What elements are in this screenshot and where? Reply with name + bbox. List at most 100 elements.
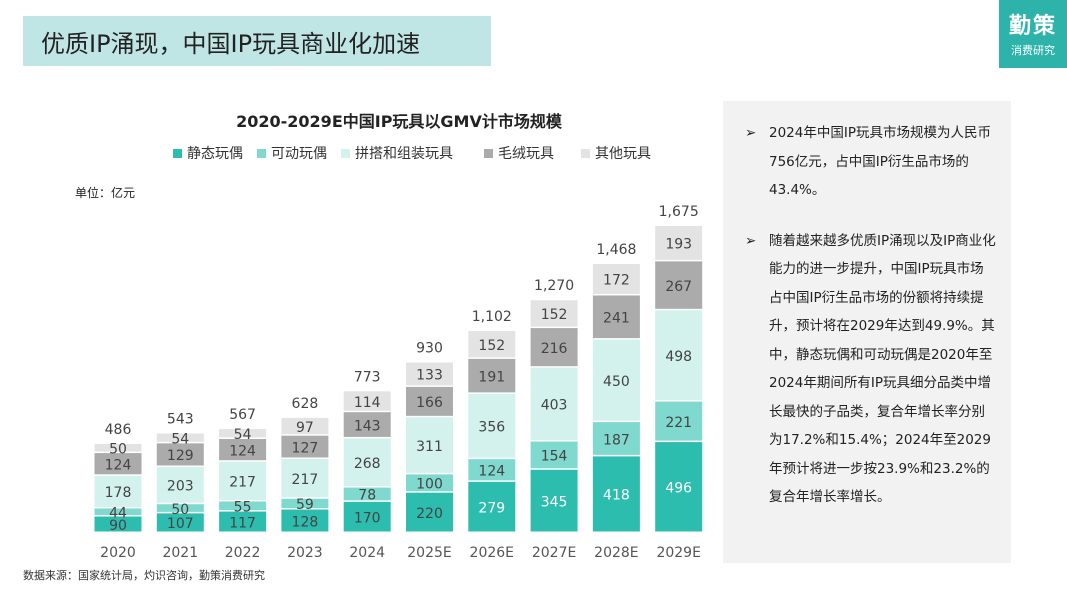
bar-segment — [406, 474, 453, 492]
data-label: 54 — [171, 431, 189, 447]
commentary-panel: ➢ 2024年中国IP玩具市场规模为人民币756亿元，占中国IP衍生品市场的43.… — [723, 101, 1011, 563]
x-tick-label: 2027E — [532, 545, 576, 561]
bar-segment — [343, 391, 391, 411]
logo-line2: 消费研究 — [1011, 44, 1055, 57]
bar-segment — [281, 417, 329, 435]
bar-segment — [592, 263, 640, 294]
data-label: 154 — [541, 449, 568, 465]
data-label: 496 — [665, 481, 692, 497]
bars: 9044178124504862020107502031295454320211… — [94, 204, 703, 561]
legend: 静态玩偶 可动玩偶 拼搭和组装玩具 毛绒玩具 其他玩具 — [173, 146, 651, 162]
bar-segment — [530, 441, 578, 469]
data-label: 345 — [541, 494, 568, 510]
data-label: 193 — [665, 237, 692, 253]
bar-segment — [655, 442, 703, 532]
source-note: 数据来源：国家统计局，灼识咨询，勤策消费研究 — [23, 569, 265, 582]
data-label: 418 — [603, 488, 630, 504]
bar-segment — [281, 509, 329, 532]
bar-segment — [406, 417, 453, 473]
x-tick-label: 2025E — [407, 545, 451, 561]
data-label: 268 — [354, 456, 381, 472]
bar-segment — [94, 508, 142, 516]
data-label: 216 — [541, 341, 568, 357]
total-label: 1,270 — [534, 278, 574, 294]
data-label: 498 — [665, 349, 692, 365]
bar-segment — [156, 433, 204, 442]
data-label: 107 — [167, 516, 194, 532]
data-label: 178 — [105, 485, 132, 501]
bar-segment — [655, 310, 703, 401]
data-label: 97 — [296, 420, 314, 436]
total-label: 1,468 — [596, 242, 636, 258]
data-label: 124 — [105, 457, 132, 473]
bar-segment — [281, 458, 329, 498]
stacked-bar-chart: 2020-2029E中国IP玩具以GMV计市场规模 静态玩偶 可动玩偶 拼搭和组装玩… — [75, 112, 703, 561]
bullet-text: 随着越来越多优质IP涌现以及IP商业化能力的进一步提升，中国IP玩具市场占中国I… — [769, 232, 996, 506]
bullet-2: ➢ 随着越来越多优质IP涌现以及IP商业化能力的进一步提升，中国IP玩具市场占中国… — [745, 227, 997, 512]
bullet-1: ➢ 2024年中国IP玩具市场规模为人民币756亿元，占中国IP衍生品市场的43.… — [745, 119, 997, 205]
data-label: 117 — [229, 515, 256, 531]
legend-label: 其他玩具 — [595, 146, 651, 162]
bar-segment — [406, 492, 453, 532]
total-label: 486 — [105, 422, 132, 438]
data-label: 143 — [354, 418, 381, 434]
bullet-text: 2024年中国IP玩具市场规模为人民币756亿元，占中国IP衍生品市场的43.4… — [769, 125, 991, 198]
legend-label: 可动玩偶 — [271, 146, 327, 162]
bar-segment — [156, 467, 204, 503]
x-tick-label: 2029E — [656, 545, 700, 561]
bar-segment — [343, 412, 391, 437]
logo-line1: 勤策 — [1008, 14, 1057, 39]
data-label: 152 — [541, 307, 568, 323]
data-label: 172 — [603, 273, 630, 289]
data-label: 166 — [416, 395, 443, 411]
total-label: 1,675 — [659, 204, 699, 220]
bar-segment — [343, 487, 391, 501]
arrow-icon: ➢ — [745, 232, 757, 249]
data-label: 59 — [296, 497, 314, 513]
x-tick-label: 2024 — [349, 545, 385, 561]
data-label: 152 — [478, 338, 505, 354]
legend-label: 拼搭和组装玩具 — [355, 146, 453, 162]
data-label: 170 — [354, 510, 381, 526]
data-label: 127 — [292, 440, 319, 456]
x-tick-label: 2021 — [162, 545, 198, 561]
data-label: 191 — [478, 369, 505, 385]
bar-segment — [530, 469, 578, 532]
bar-segment — [156, 513, 204, 532]
data-label: 128 — [292, 514, 319, 530]
bar-segment — [219, 461, 267, 500]
data-label: 403 — [541, 398, 568, 414]
x-tick-label: 2022 — [225, 545, 261, 561]
x-tick-label: 2020 — [100, 545, 136, 561]
bar-segment — [592, 295, 640, 339]
data-label: 129 — [167, 448, 194, 464]
data-label: 50 — [171, 502, 189, 518]
bar-segment — [343, 501, 391, 532]
data-label: 90 — [109, 518, 127, 534]
data-label: 221 — [665, 415, 692, 431]
bar-segment — [406, 386, 453, 416]
data-label: 311 — [416, 439, 443, 455]
legend-label: 毛绒玩具 — [498, 146, 554, 162]
bar-segment — [592, 422, 640, 455]
bar-segment — [655, 401, 703, 441]
data-label: 220 — [416, 506, 443, 522]
bar-segment — [156, 443, 204, 466]
data-label: 267 — [665, 279, 692, 295]
bar-segment — [219, 511, 267, 532]
total-label: 1,102 — [472, 309, 512, 325]
unit-label: 单位：亿元 — [75, 185, 135, 200]
data-label: 100 — [416, 477, 443, 493]
data-label: 114 — [354, 395, 381, 411]
total-label: 543 — [167, 411, 194, 427]
x-tick-label: 2026E — [470, 545, 514, 561]
data-label: 356 — [478, 420, 505, 436]
data-label: 203 — [167, 479, 194, 495]
legend-label: 静态玩偶 — [187, 146, 243, 162]
bar-segment — [94, 453, 142, 475]
bar-segment — [94, 475, 142, 507]
bar-segment — [530, 367, 578, 441]
bar-segment — [655, 261, 703, 309]
x-tick-label: 2023 — [287, 545, 323, 561]
data-label: 50 — [109, 442, 127, 458]
